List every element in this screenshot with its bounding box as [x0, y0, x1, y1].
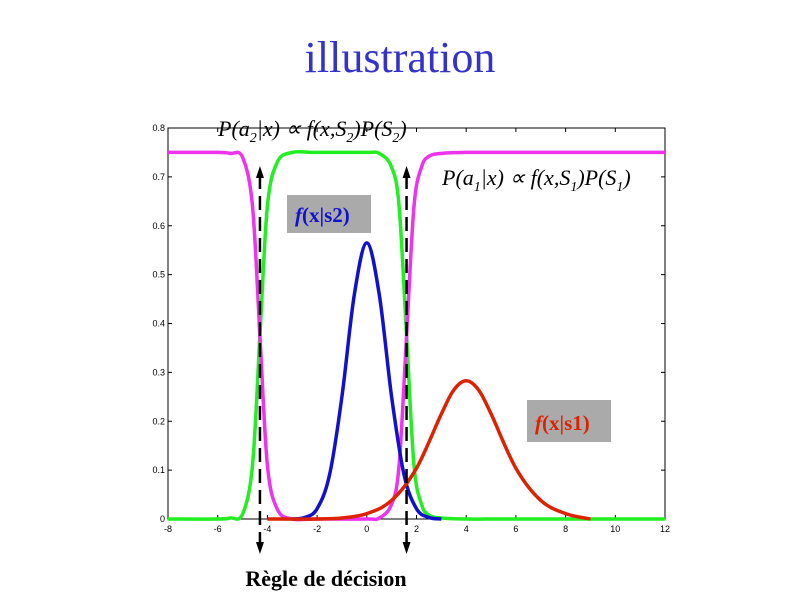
- y-tick-label: 0: [160, 514, 165, 524]
- decision-arrows: [255, 166, 411, 554]
- x-tick-label: 10: [610, 524, 620, 534]
- series-line: [167, 150, 665, 522]
- x-tick-label: 4: [464, 524, 469, 534]
- tag-f-x-s2: f(x|s2): [287, 195, 371, 233]
- y-tick-label: 0.7: [152, 172, 165, 182]
- series-line: [292, 241, 442, 521]
- series-line: [267, 378, 591, 521]
- x-tick-label: 0: [364, 524, 369, 534]
- svg-text:f(x|s2): f(x|s2): [295, 203, 350, 227]
- tag-f-x-s1: f(x|s1): [527, 400, 611, 442]
- y-tick-label: 0.1: [152, 465, 165, 475]
- decision-rule-label: Règle de décision: [245, 566, 407, 591]
- x-tick-label: 6: [513, 524, 518, 534]
- arrow-down-icon: [402, 542, 411, 554]
- y-tick-label: 0.4: [152, 319, 165, 329]
- y-tick-label: 0.5: [152, 270, 165, 280]
- x-tick-label: 12: [660, 524, 670, 534]
- curves: [167, 149, 665, 522]
- y-tick-label: 0.8: [152, 123, 165, 133]
- x-tick-label: 8: [563, 524, 568, 534]
- arrow-up-icon: [402, 166, 411, 178]
- axis-ticks: -8 -6 -4 -2 0 2 4 6 8 10 12 0 0.1 0.2 0.3 0.4 0.5 0.6 0.7 0…: [152, 123, 670, 534]
- y-tick-label: 0.2: [152, 416, 165, 426]
- formula-right: P(a1|x) ∝ f(x,S1)P(S1): [441, 165, 631, 195]
- x-tick-label: -2: [313, 524, 321, 534]
- x-tick-label: -8: [164, 524, 172, 534]
- y-tick-label: 0.6: [152, 221, 165, 231]
- arrow-up-icon: [255, 166, 264, 178]
- arrow-down-icon: [255, 542, 264, 554]
- page-title: illustration: [304, 33, 496, 82]
- x-tick-label: -6: [214, 524, 222, 534]
- formula-top: P(a2|x) ∝ f(x,S2)P(S2): [217, 116, 407, 146]
- x-tick-label: -4: [263, 524, 271, 534]
- y-tick-label: 0.3: [152, 367, 165, 377]
- series-line: [167, 149, 665, 521]
- svg-text:f(x|s1): f(x|s1): [535, 411, 590, 435]
- x-tick-label: 2: [414, 524, 419, 534]
